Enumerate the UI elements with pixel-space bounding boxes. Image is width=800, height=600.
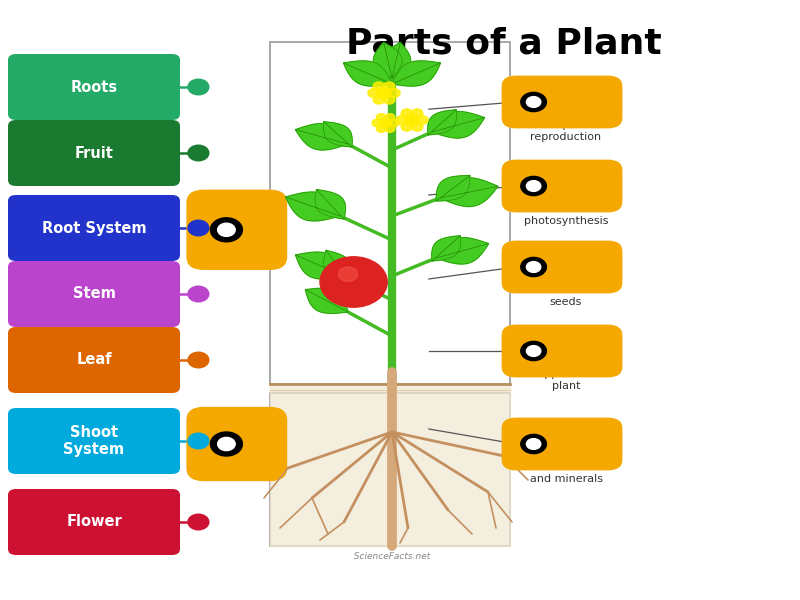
Circle shape: [383, 95, 395, 104]
Polygon shape: [382, 43, 410, 78]
FancyBboxPatch shape: [270, 393, 510, 546]
Circle shape: [401, 122, 413, 131]
Text: Fruit: Fruit: [74, 145, 114, 160]
Text: Parts of a Plant: Parts of a Plant: [346, 27, 662, 61]
Polygon shape: [428, 110, 457, 135]
Circle shape: [210, 218, 242, 242]
Circle shape: [383, 82, 395, 91]
Circle shape: [521, 434, 546, 454]
Polygon shape: [295, 124, 348, 150]
Circle shape: [210, 432, 242, 456]
Polygon shape: [432, 236, 461, 261]
Polygon shape: [436, 176, 470, 201]
FancyBboxPatch shape: [270, 42, 510, 384]
FancyBboxPatch shape: [186, 190, 287, 270]
FancyBboxPatch shape: [8, 54, 180, 120]
Circle shape: [526, 439, 541, 449]
Circle shape: [405, 115, 419, 125]
Text: Supports the
plant: Supports the plant: [530, 369, 602, 391]
Text: Roots: Roots: [70, 79, 118, 94]
Polygon shape: [436, 238, 489, 264]
FancyBboxPatch shape: [8, 261, 180, 327]
FancyBboxPatch shape: [502, 325, 622, 377]
Circle shape: [396, 116, 407, 124]
Circle shape: [385, 113, 395, 121]
Polygon shape: [315, 190, 346, 219]
Text: Leaf: Leaf: [76, 352, 112, 367]
Polygon shape: [323, 122, 352, 147]
Polygon shape: [440, 178, 498, 206]
FancyBboxPatch shape: [8, 408, 180, 474]
FancyBboxPatch shape: [8, 120, 180, 186]
Polygon shape: [295, 252, 344, 279]
Circle shape: [401, 109, 413, 118]
FancyBboxPatch shape: [502, 241, 622, 293]
Circle shape: [390, 119, 399, 127]
Text: Performs
photosynthesis: Performs photosynthesis: [524, 204, 608, 226]
Circle shape: [372, 119, 382, 127]
FancyBboxPatch shape: [502, 160, 622, 212]
Circle shape: [526, 346, 541, 356]
Circle shape: [521, 257, 546, 277]
Circle shape: [373, 82, 385, 91]
Circle shape: [338, 267, 358, 281]
FancyBboxPatch shape: [8, 195, 180, 261]
Circle shape: [188, 514, 209, 530]
Circle shape: [521, 176, 546, 196]
Circle shape: [526, 97, 541, 107]
Circle shape: [411, 109, 423, 118]
Text: Flower: Flower: [66, 514, 122, 529]
Polygon shape: [286, 192, 340, 221]
Polygon shape: [392, 61, 441, 86]
Polygon shape: [343, 61, 392, 86]
Polygon shape: [306, 288, 348, 313]
FancyBboxPatch shape: [8, 489, 180, 555]
Circle shape: [218, 437, 235, 451]
Circle shape: [320, 257, 387, 307]
FancyBboxPatch shape: [502, 76, 622, 128]
Circle shape: [368, 89, 379, 97]
Circle shape: [188, 352, 209, 368]
Circle shape: [385, 125, 395, 133]
Text: Stem: Stem: [73, 286, 115, 301]
Circle shape: [526, 181, 541, 191]
Polygon shape: [432, 112, 485, 138]
FancyBboxPatch shape: [8, 327, 180, 393]
Polygon shape: [324, 250, 350, 279]
Text: Protects the
seeds: Protects the seeds: [533, 285, 599, 307]
Circle shape: [526, 262, 541, 272]
Circle shape: [417, 116, 428, 124]
Circle shape: [411, 122, 423, 131]
Circle shape: [521, 92, 546, 112]
Circle shape: [377, 88, 391, 98]
Text: Root System: Root System: [42, 220, 146, 235]
Circle shape: [379, 118, 392, 128]
Text: Helps in
reproduction: Helps in reproduction: [530, 120, 602, 142]
Circle shape: [188, 145, 209, 161]
Text: Absorbs water
and minerals: Absorbs water and minerals: [526, 462, 606, 484]
Circle shape: [373, 95, 385, 104]
FancyBboxPatch shape: [502, 418, 622, 470]
Circle shape: [376, 113, 386, 121]
Polygon shape: [374, 43, 402, 78]
Circle shape: [218, 223, 235, 236]
Circle shape: [389, 89, 400, 97]
Circle shape: [188, 433, 209, 449]
Circle shape: [521, 341, 546, 361]
Circle shape: [188, 79, 209, 95]
Text: ScienceFacts.net: ScienceFacts.net: [349, 552, 430, 562]
Circle shape: [188, 220, 209, 236]
Text: Shoot
System: Shoot System: [63, 425, 125, 457]
Circle shape: [188, 286, 209, 302]
Circle shape: [376, 125, 386, 133]
FancyBboxPatch shape: [186, 407, 287, 481]
